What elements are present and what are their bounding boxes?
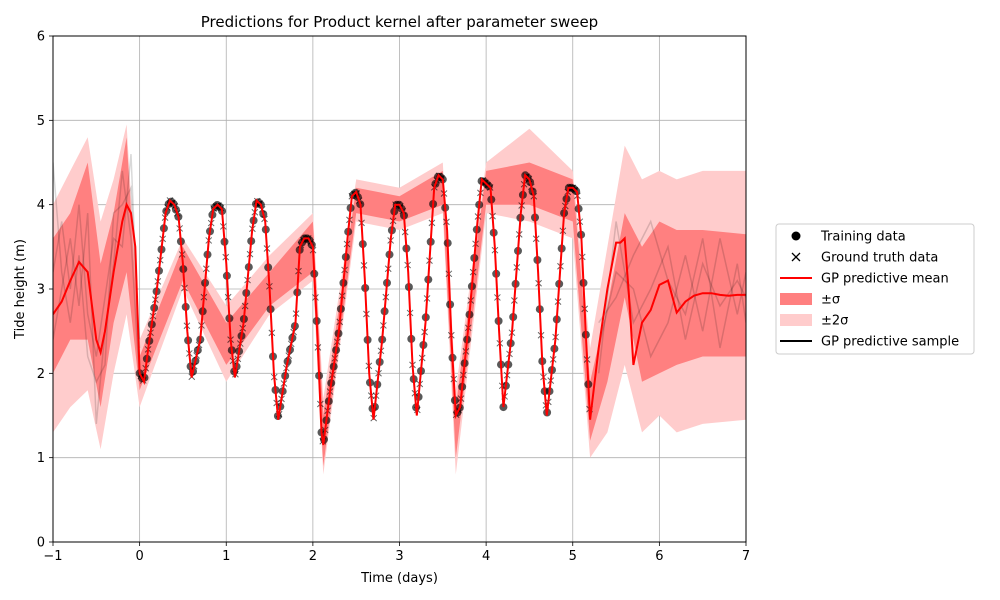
- predictive-sample-line: [53, 154, 141, 365]
- legend-label: GP predictive mean: [821, 272, 949, 287]
- predictive-sample-line: [597, 238, 746, 359]
- legend-label: ±σ: [821, 293, 840, 308]
- y-axis-label: Tide height (m): [13, 239, 28, 340]
- predictive-sample-line: [597, 221, 746, 374]
- y-tick-label: 5: [37, 114, 45, 129]
- legend-label: GP predictive sample: [821, 335, 959, 350]
- legend-circle-marker: [791, 231, 801, 241]
- predictive-sample-line: [598, 219, 746, 349]
- x-tick-label: 4: [482, 549, 490, 564]
- x-axis-label: Time (days): [360, 571, 438, 586]
- legend-box: [775, 223, 975, 355]
- x-tick-label: −1: [43, 549, 62, 564]
- x-tick-label: 3: [395, 549, 403, 564]
- legend-item: GP predictive mean: [780, 272, 949, 287]
- legend-item: GP predictive sample: [780, 335, 959, 350]
- chart-title: Predictions for Product kernel after par…: [201, 13, 598, 31]
- x-tick-label: 5: [569, 549, 577, 564]
- x-tick-label: 2: [309, 549, 317, 564]
- legend-item: Training data: [791, 230, 906, 245]
- predictive-sample-line: [53, 162, 141, 384]
- legend-patch-marker: [780, 293, 812, 305]
- legend-item: ±2σ: [780, 314, 848, 329]
- y-tick-label: 6: [37, 30, 45, 45]
- legend-patch-marker: [780, 314, 812, 326]
- y-tick-label: 3: [37, 283, 45, 298]
- predictive-sample-line: [53, 170, 141, 424]
- legend-item: Ground truth data: [791, 251, 938, 266]
- x-tick-label: 0: [135, 549, 143, 564]
- mean-layer: [53, 173, 746, 446]
- y-tick-label: 2: [37, 367, 45, 382]
- x-tick-label: 7: [742, 549, 750, 564]
- mean-line: [53, 173, 746, 446]
- legend-label: Training data: [820, 230, 906, 245]
- legend-x-marker: [791, 252, 801, 262]
- y-tick-label: 4: [37, 198, 45, 213]
- y-tick-label: 1: [37, 451, 45, 466]
- legend-label: ±2σ: [821, 314, 848, 329]
- legend-item: ±σ: [780, 293, 840, 308]
- y-tick-label: 0: [37, 536, 45, 551]
- predictive-samples: [53, 154, 746, 424]
- band-1sigma: [53, 137, 746, 467]
- legend-label: Ground truth data: [821, 251, 938, 266]
- legend: Training data Ground truth data GP predict…: [775, 223, 975, 355]
- x-tick-label: 1: [222, 549, 230, 564]
- x-tick-label: 6: [655, 549, 663, 564]
- uncertainty-bands: [53, 124, 746, 475]
